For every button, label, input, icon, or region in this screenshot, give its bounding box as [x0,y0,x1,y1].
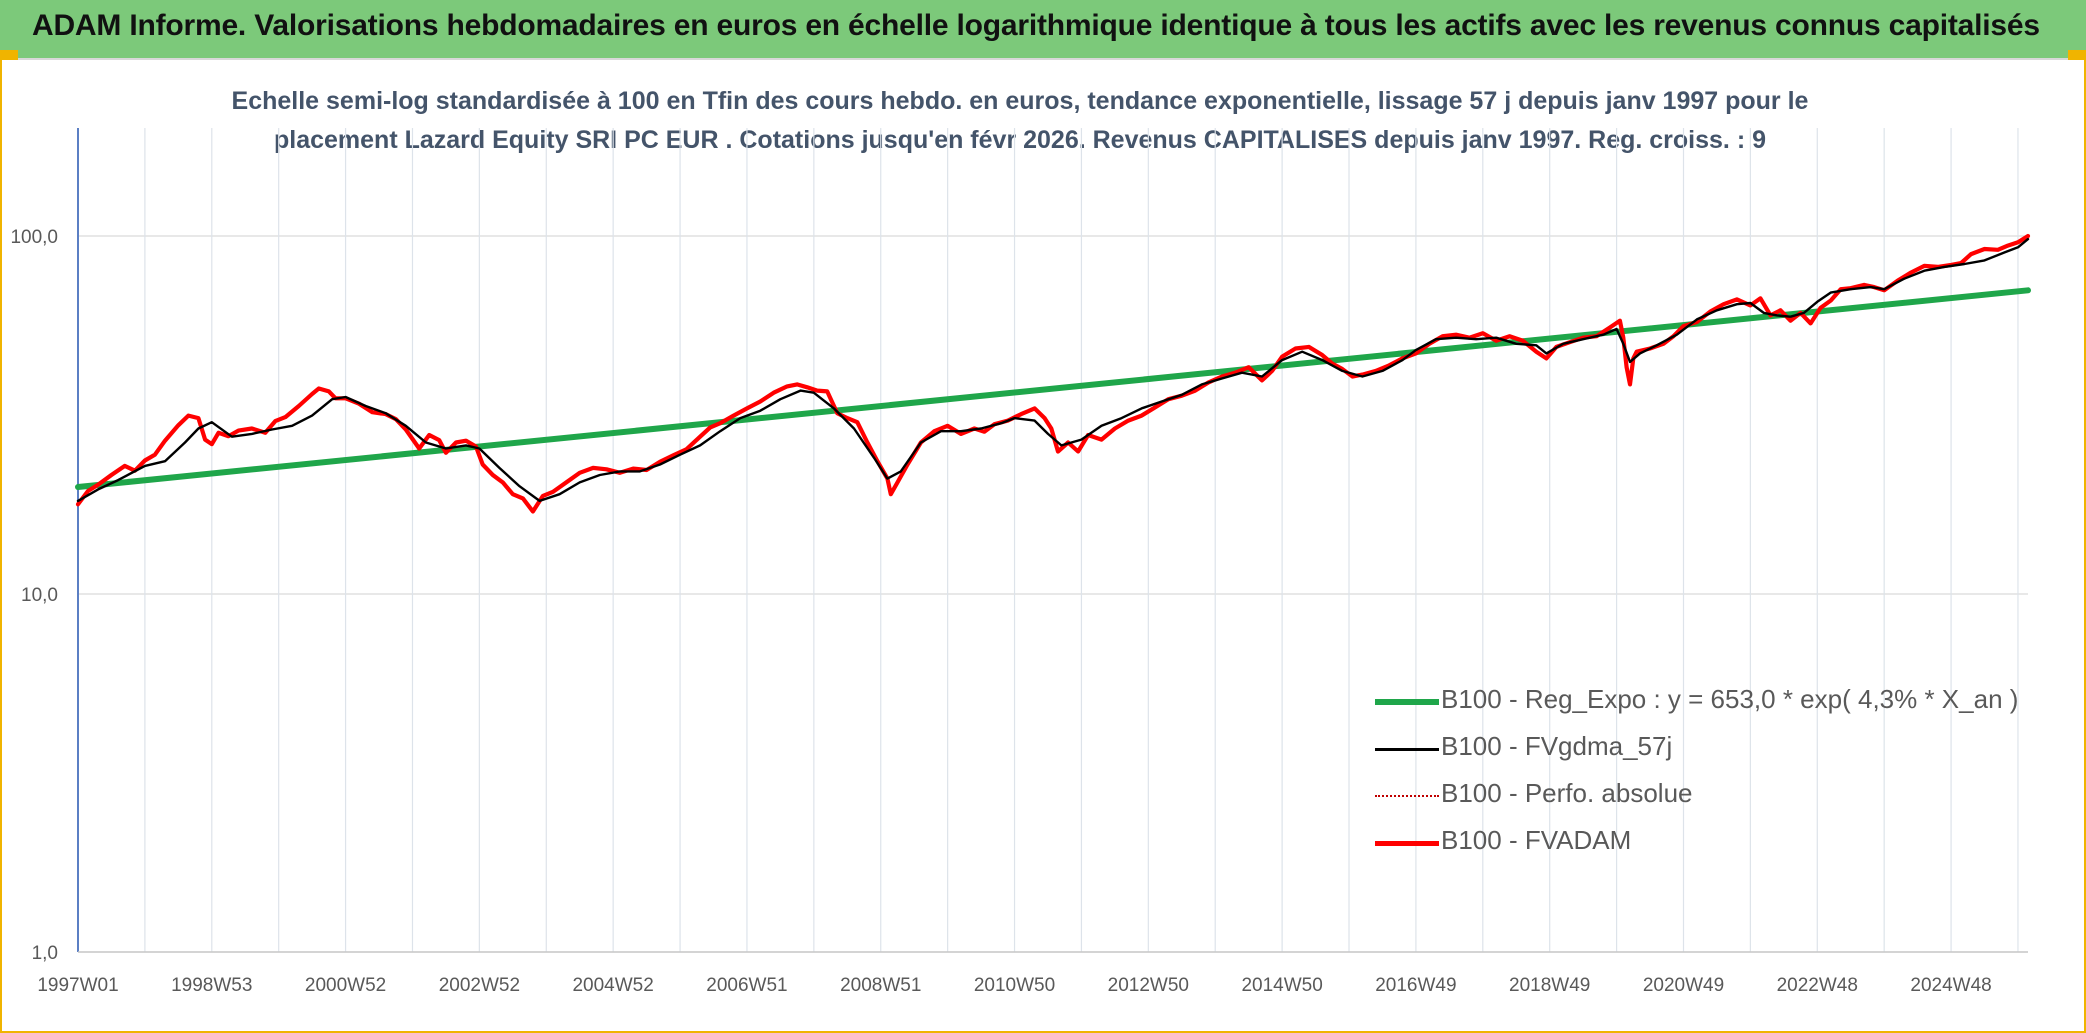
x-tick-label: 2016W49 [1375,975,1456,996]
report-title: ADAM Informe. Valorisations hebdomadaire… [32,9,2040,42]
chart-frame [0,60,2086,1033]
chart-title-line-2: placement Lazard Equity SRI PC EUR . Cot… [273,126,1767,154]
x-tick-label: 2020W49 [1643,975,1724,996]
x-tick-label: 2024W48 [1910,975,1991,996]
series-line-regression [75,287,2031,490]
x-tick-label: 2000W52 [305,975,386,996]
x-tick-label: 1998W53 [171,975,252,996]
x-tick-label: 2012W50 [1108,975,1189,996]
data-series [75,233,2031,514]
y-tick-labels: 1,0 10,0 100,0 [10,227,58,964]
y-tick-label: 10,0 [21,585,58,606]
legend-label-regression: B100 - Reg_Expo : y = 653,0 * exp( 4,3% … [1441,684,2019,714]
x-tick-label: 2014W50 [1241,975,1322,996]
x-tick-label: 2002W52 [439,975,520,996]
chart-grid [77,128,2028,953]
x-tick-label: 2022W48 [1777,975,1858,996]
y-tick-label: 1,0 [32,943,58,964]
corner-accent [2068,50,2086,60]
chart-title: Echelle semi-log standardisée à 100 en T… [200,82,1840,160]
legend-swatch-regression [1375,699,1439,705]
report-banner: ADAM Informe. Valorisations hebdomadaire… [0,0,2086,60]
chart-title-line-1: Echelle semi-log standardisée à 100 en T… [231,87,1809,115]
x-tick-label: 2004W52 [572,975,653,996]
series-line-smoothed [76,237,2030,503]
x-tick-label: 2010W50 [974,975,1055,996]
series-line-fvadam [75,233,2031,514]
legend-swatch-smoothed [1375,748,1439,751]
corner-accent [0,50,18,60]
x-tick-label: 1997W01 [37,975,118,996]
x-tick-label: 2006W51 [706,975,787,996]
legend-label-fvadam: B100 - FVADAM [1441,825,1632,855]
x-tick-label: 2018W49 [1509,975,1590,996]
legend-label-smoothed: B100 - FVgdma_57j [1441,731,1673,761]
x-tick-labels: 1997W01 1998W53 2000W52 2002W52 2004W52 2006W… [37,975,1991,996]
legend-swatch-perf-absolue [1375,795,1439,797]
x-tick-label: 2008W51 [840,975,921,996]
y-tick-label: 100,0 [10,227,58,248]
legend-swatch-fvadam [1375,841,1439,846]
legend-label-perf-absolue: B100 - Perfo. absolue [1441,778,1693,808]
